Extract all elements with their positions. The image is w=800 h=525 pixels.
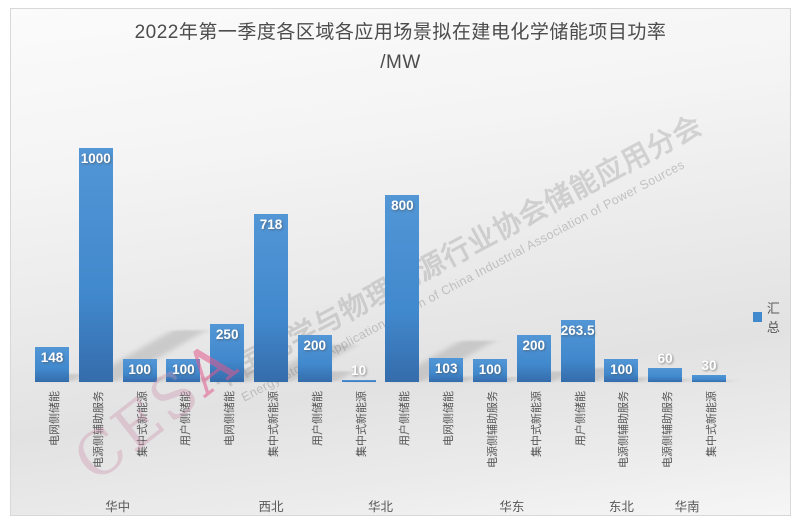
- bar: [35, 347, 69, 382]
- legend: 汇总: [753, 298, 790, 336]
- bar: [166, 358, 201, 382]
- bar-value-label: 100: [478, 361, 502, 377]
- bar-value-label: 148: [40, 350, 64, 366]
- bar: [560, 320, 595, 382]
- bar-value-label: 10: [351, 362, 367, 378]
- bar-value-label: 250: [215, 326, 239, 342]
- bar: [210, 323, 245, 382]
- region-label: 西北: [258, 500, 284, 514]
- bar-value-label: 100: [610, 361, 633, 377]
- bar-value-label: 30: [701, 357, 717, 373]
- bar: [254, 214, 288, 382]
- bar: [429, 357, 464, 382]
- bar-value-label: 263.5: [560, 323, 595, 339]
- bar-value-label: 800: [391, 198, 414, 214]
- chart-title-line1: 2022年第一季度各区域各应用场景拟在建电化学储能项目功率: [134, 22, 667, 43]
- bar-value-label: 1000: [80, 151, 111, 167]
- bar: [78, 148, 113, 382]
- bar-value-label: 100: [128, 361, 151, 377]
- chart-title: 2022年第一季度各区域各应用场景拟在建电化学储能项目功率 /MW: [11, 18, 790, 78]
- legend-swatch-icon: [753, 312, 762, 322]
- chart-frame: 2022年第一季度各区域各应用场景拟在建电化学储能项目功率 /MW 中国化学与物…: [10, 8, 791, 516]
- category-label: 集中式新能源: [706, 391, 718, 457]
- bar: [473, 358, 507, 382]
- bar: [385, 195, 420, 382]
- bar-value-label: 200: [522, 338, 546, 354]
- bar-value-label: 60: [657, 350, 673, 366]
- bar-value-label: 200: [303, 338, 327, 354]
- bar: [122, 358, 157, 382]
- bar: [692, 374, 726, 382]
- bar: [648, 367, 683, 382]
- chart-title-line2: /MW: [380, 52, 421, 73]
- bar: [604, 358, 639, 382]
- region-label: 华东: [499, 500, 525, 514]
- region-label: 东北: [608, 500, 634, 514]
- legend-label: 汇总: [766, 301, 780, 335]
- region-label: 华北: [367, 500, 394, 514]
- bar-value-label: 100: [172, 361, 195, 377]
- bar: [341, 379, 376, 382]
- bar-value-label: 103: [434, 360, 458, 376]
- bar: [297, 335, 332, 382]
- bar-value-label: 718: [259, 217, 283, 233]
- region-label: 华中: [105, 500, 131, 514]
- region-label: 华南: [674, 500, 700, 514]
- bar: [516, 335, 551, 382]
